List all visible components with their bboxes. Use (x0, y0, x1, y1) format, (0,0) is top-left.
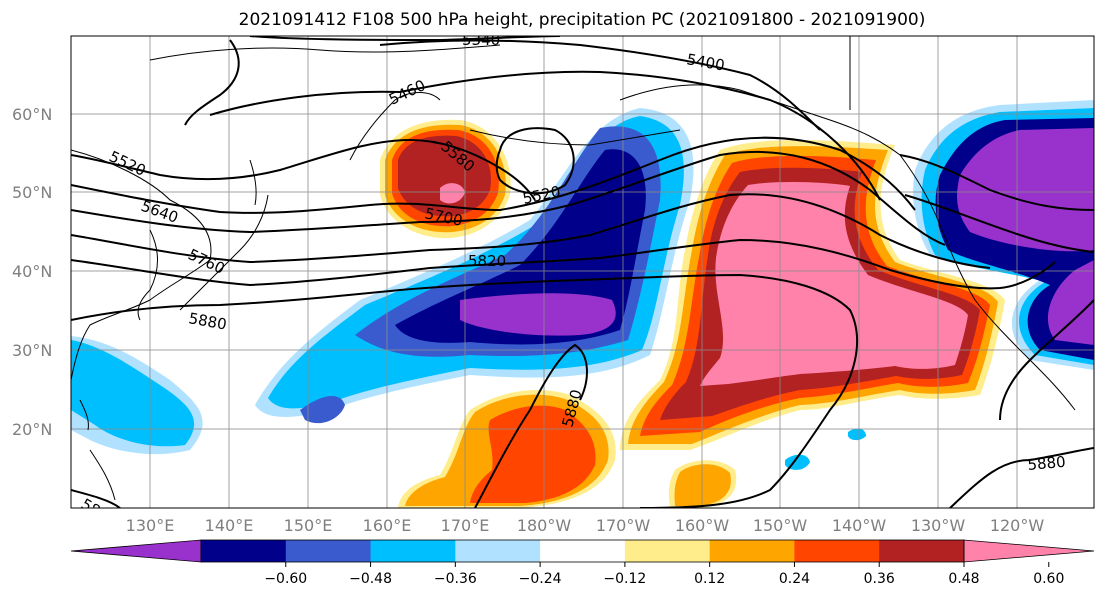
colorbar-tick-label: 0.24 (779, 571, 810, 587)
colorbar-tick-label: −0.48 (349, 571, 392, 587)
coast-korea (137, 229, 158, 321)
colorbar-frame (200, 539, 965, 563)
negative-anomaly-small (848, 428, 866, 441)
negative-anomaly-purple (460, 293, 616, 336)
contour-upper-left (184, 39, 240, 126)
positive-anomaly-kurils-darkred (398, 135, 492, 217)
map-frame (70, 35, 1095, 509)
coast-kamchatka (349, 92, 441, 161)
contour-label: 5820 (468, 252, 506, 270)
contour-5400 (379, 39, 821, 131)
lat-label: 60°N (12, 105, 52, 124)
colorbar-tick-label: −0.60 (264, 571, 307, 587)
positive-anomaly-east-pink (700, 182, 968, 386)
contour-label: 5880 (1027, 453, 1067, 474)
contour-5580 (409, 139, 536, 201)
lon-label: 150°W (753, 516, 808, 535)
lat-label: 30°N (12, 341, 52, 360)
contour-5880-east (949, 447, 1094, 508)
colorbar-segment (794, 540, 880, 562)
contour-5520-west (71, 139, 411, 181)
latitude-labels: 60°N 50°N 40°N 30°N 20°N (12, 105, 52, 439)
contour-5460 (209, 70, 881, 201)
map-title: 2021091412 F108 500 hPa height, precipit… (239, 10, 926, 30)
contour-5880-south (474, 343, 588, 508)
contour-5760 (71, 193, 991, 269)
lon-label: 160°W (675, 516, 730, 535)
colorbar: −0.60 −0.48 −0.36 −0.24 −0.12 0.12 0.24 0.36 0.4… (70, 539, 1095, 587)
positive-anomaly-south-red (470, 405, 596, 503)
contour-sw-small (71, 489, 121, 508)
lon-label: 150°E (284, 516, 333, 535)
contour-5880-main (71, 273, 858, 508)
contour-na-upper (899, 154, 1094, 211)
colorbar-ticks: −0.60 −0.48 −0.36 −0.24 −0.12 0.12 0.24 0.36 0.4… (264, 562, 1064, 587)
colorbar-segment (455, 540, 541, 562)
colorbar-tick-label: 0.12 (694, 571, 725, 587)
colorbar-tick-label: 0.60 (1033, 571, 1064, 587)
lon-label: 170°W (596, 516, 651, 535)
colorbar-tick-label: 0.48 (948, 571, 979, 587)
lon-label: 140°E (205, 516, 254, 535)
lat-label: 50°N (12, 183, 52, 202)
longitude-labels: 130°E 140°E 150°E 160°E 170°E 180°W 170°… (126, 516, 1045, 535)
negative-anomaly-blob-east (300, 395, 345, 424)
negative-anomaly-cyan-west (71, 340, 195, 447)
coast-philippines (89, 449, 116, 501)
lon-label: 130°W (911, 516, 966, 535)
colorbar-extension-high (963, 539, 1095, 563)
lon-label: 180°W (517, 516, 572, 535)
colorbar-tick-label: −0.24 (519, 571, 562, 587)
colorbar-segment (201, 540, 287, 562)
contour-5700 (71, 150, 946, 246)
lon-label: 120°W (990, 516, 1045, 535)
colorbar-tick-label: −0.12 (603, 571, 646, 587)
colorbar-extension-low (70, 539, 202, 563)
colorbar-segments (70, 539, 1095, 563)
colorbar-segment (879, 540, 965, 562)
lon-label: 130°E (126, 516, 175, 535)
colorbar-tick-label: 0.36 (864, 571, 895, 587)
lon-label: 140°W (832, 516, 887, 535)
coast-asia (71, 149, 212, 381)
coast-bc (899, 154, 976, 301)
contour-5520-loop (495, 127, 575, 195)
colorbar-segment (624, 540, 711, 562)
lon-label: 160°E (363, 516, 412, 535)
colorbar-segment (709, 540, 795, 562)
positive-anomaly-hawaii-east-orange (674, 464, 731, 506)
positive-anomaly-kurils-pink (440, 183, 465, 204)
colorbar-segment (370, 540, 456, 562)
map-panel: 5340 5400 5460 5520 5580 5520 5640 5700 … (71, 31, 1094, 508)
coast-aleutians (469, 129, 681, 146)
coast-taiwan (79, 399, 89, 431)
contour-label: 5340 (462, 31, 500, 49)
contour-5820 (71, 238, 1056, 290)
contour-5640 (71, 136, 916, 214)
lat-label: 40°N (12, 262, 52, 281)
coast-sakhalin (249, 159, 257, 206)
contour-5880-ne (999, 299, 1094, 421)
lon-label: 170°E (441, 516, 490, 535)
height-contours (71, 36, 1094, 508)
coast-japan (179, 194, 269, 311)
contour-5340 (249, 36, 561, 42)
colorbar-segment (540, 540, 626, 562)
colorbar-segment (285, 540, 372, 562)
contour-na-mid (904, 194, 1094, 253)
colorbar-tick-label: −0.36 (434, 571, 477, 587)
lat-label: 20°N (12, 420, 52, 439)
coast-siberia-north (149, 44, 501, 61)
